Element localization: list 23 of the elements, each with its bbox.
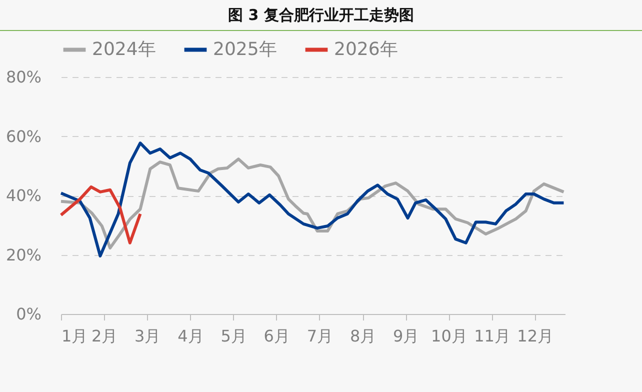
y-tick-label: 60% [6,126,42,146]
x-tick-label: 1月 [62,326,88,346]
x-tick-label: 3月 [134,326,161,346]
y-tick-label: 40% [6,186,42,205]
x-tick-label: 7月 [306,326,334,346]
x-tick-label: 6月 [264,326,290,346]
y-tick-label: 20% [6,245,42,264]
x-tick-label: 5月 [220,326,247,346]
x-tick-label: 10月 [431,326,468,346]
x-tick-label: 2月 [91,326,118,346]
line-series [60,142,566,258]
x-tick-label: 8月 [350,326,376,346]
y-tick-label: 0% [16,304,42,324]
x-tick-label: 9月 [393,326,420,346]
y-tick-label: 80% [6,68,42,86]
line-series [60,185,142,244]
legend-label: 2024年 [92,38,156,60]
x-tick-label: 11月 [474,326,510,346]
x-tick-label: 4月 [178,326,204,346]
legend-label: 2025年 [213,38,277,60]
x-tick-label: 12月 [517,326,554,346]
legend-label: 2026年 [334,38,398,60]
chart-title: 图 3 复合肥行业开工走势图 [227,5,415,26]
